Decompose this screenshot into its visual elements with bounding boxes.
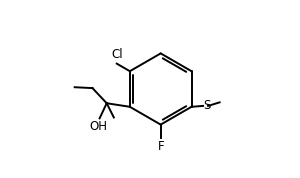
Text: Cl: Cl [111, 48, 123, 62]
Text: OH: OH [90, 120, 108, 133]
Text: F: F [158, 140, 165, 153]
Text: S: S [204, 99, 211, 112]
